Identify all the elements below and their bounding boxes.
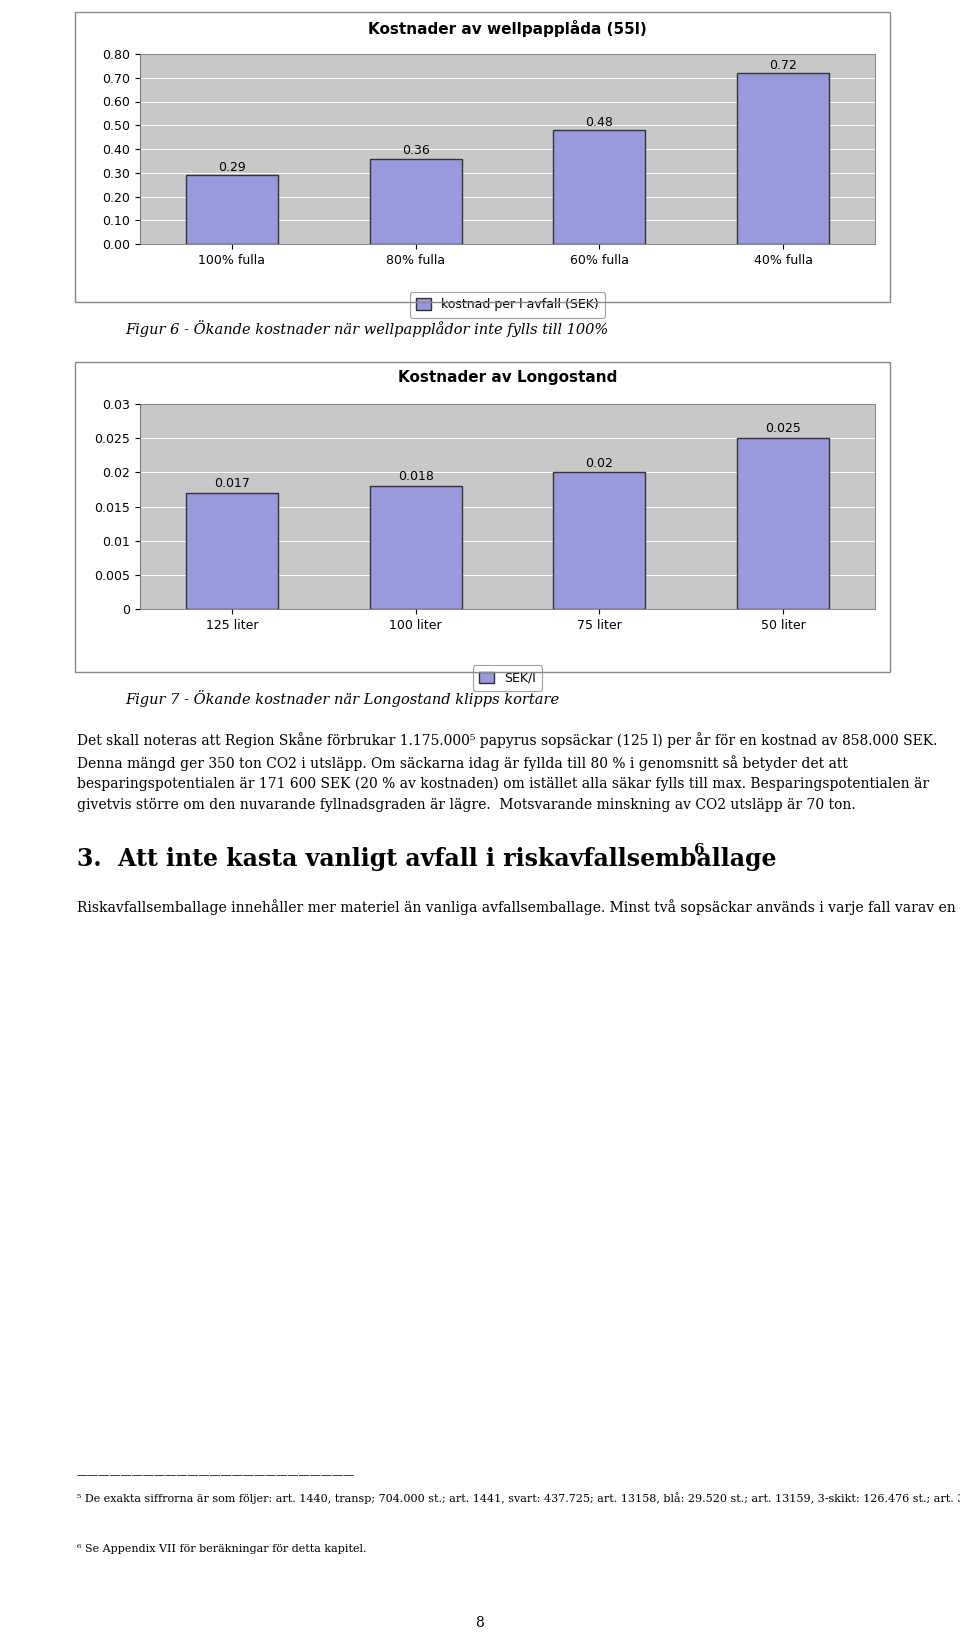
Text: 6: 6: [694, 843, 705, 858]
Legend: SEK/l: SEK/l: [473, 665, 542, 692]
Bar: [737, 72, 829, 245]
Bar: [186, 493, 277, 610]
Legend: kostnad per l avfall (SEK): kostnad per l avfall (SEK): [410, 292, 605, 317]
Text: 0.72: 0.72: [769, 59, 797, 72]
Text: 8: 8: [475, 1615, 485, 1630]
Text: Kostnader av Longostand: Kostnader av Longostand: [397, 370, 617, 384]
Text: Figur 6 - Ökande kostnader när wellpapplådor inte fylls till 100%: Figur 6 - Ökande kostnader när wellpappl…: [125, 320, 608, 337]
Bar: [186, 176, 277, 245]
Text: ⁵ De exakta siffrorna är som följer: art. 1440, transp; 704.000 st.; art. 1441, : ⁵ De exakta siffrorna är som följer: art…: [77, 1492, 960, 1503]
Text: 3.  Att inte kasta vanligt avfall i riskavfallsemballage: 3. Att inte kasta vanligt avfall i riska…: [77, 848, 777, 871]
Text: 0.018: 0.018: [397, 470, 434, 483]
Text: 0.29: 0.29: [218, 161, 246, 174]
Text: Figur 7 - Ökande kostnader när Longostand klipps kortare: Figur 7 - Ökande kostnader när Longostan…: [125, 690, 559, 706]
Bar: [553, 472, 645, 610]
Text: 0.017: 0.017: [214, 476, 250, 490]
Bar: [370, 486, 462, 610]
Text: Riskavfallsemballage innehåller mer materiel än vanliga avfallsemballage. Minst : Riskavfallsemballage innehåller mer mate…: [77, 899, 960, 915]
Text: 0.02: 0.02: [586, 457, 613, 470]
Text: 0.48: 0.48: [586, 115, 613, 128]
Bar: [737, 439, 829, 610]
Text: ⁶ Se Appendix VII för beräkningar för detta kapitel.: ⁶ Se Appendix VII för beräkningar för de…: [77, 1544, 367, 1554]
Text: 0.36: 0.36: [401, 145, 429, 158]
Bar: [553, 130, 645, 245]
Text: Det skall noteras att Region Skåne förbrukar 1.175.000⁵ papyrus sopsäckar (125 l: Det skall noteras att Region Skåne förbr…: [77, 733, 937, 812]
Text: —————————————————————————: —————————————————————————: [77, 1470, 355, 1480]
Bar: [370, 158, 462, 245]
Text: Kostnader av wellpapplåda (55l): Kostnader av wellpapplåda (55l): [368, 20, 647, 38]
Text: 0.025: 0.025: [765, 422, 801, 435]
